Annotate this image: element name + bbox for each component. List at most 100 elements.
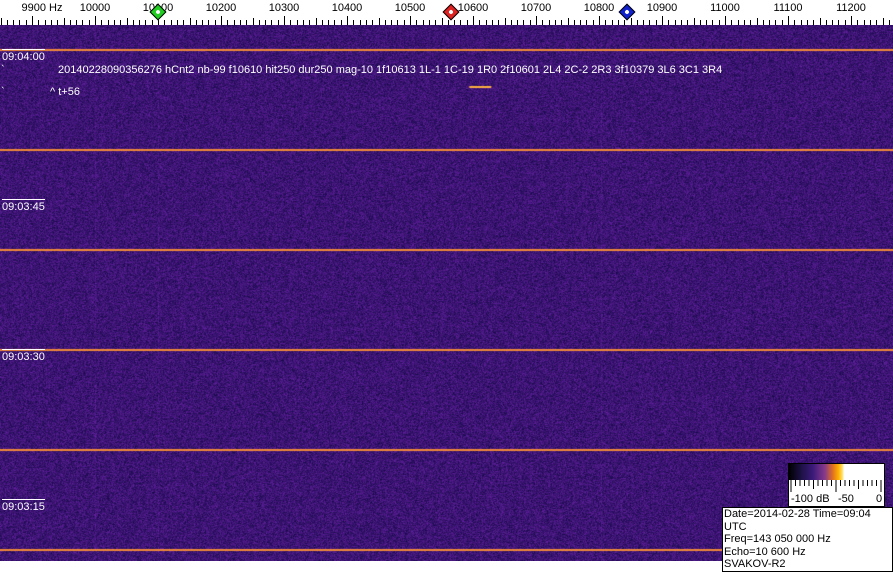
frequency-tick-label: 10200 <box>205 2 237 14</box>
frequency-tick-label: 11100 <box>773 2 803 14</box>
frequency-tick-label: 9900 Hz <box>21 2 63 14</box>
axis-tick <box>743 20 745 25</box>
axis-tick <box>428 20 430 25</box>
axis-tick <box>819 18 821 25</box>
time-tick-label: 09:03:30 <box>2 349 45 363</box>
time-tick-label: 09:03:15 <box>2 499 45 513</box>
frequency-tick-label: 10300 <box>268 2 300 14</box>
axis-tick <box>460 20 462 25</box>
axis-tick <box>202 20 204 25</box>
axis-tick <box>611 20 613 25</box>
axis-tick <box>605 20 607 25</box>
axis-tick <box>857 20 859 25</box>
axis-tick <box>422 20 424 25</box>
axis-tick <box>624 20 626 25</box>
info-echo: Echo=10 600 Hz <box>724 545 806 558</box>
axis-tick <box>806 20 808 25</box>
colorbar-ticks <box>790 480 882 492</box>
axis-tick <box>737 20 739 25</box>
axis-tick <box>769 20 771 25</box>
axis-tick <box>69 20 71 25</box>
axis-tick <box>189 18 191 25</box>
time-offset-annotation: ^ t+56 <box>50 86 80 98</box>
axis-tick <box>284 16 285 25</box>
axis-tick <box>485 20 487 25</box>
axis-tick <box>643 20 645 25</box>
axis-tick <box>57 20 59 25</box>
axis-tick <box>592 20 594 25</box>
axis-tick <box>208 20 210 25</box>
axis-tick <box>258 20 260 25</box>
axis-tick <box>466 20 468 25</box>
axis-tick <box>403 20 405 25</box>
colorbar-label-mid: -50 <box>838 493 854 505</box>
axis-tick <box>523 20 525 25</box>
axis-tick <box>548 20 550 25</box>
axis-tick <box>479 20 481 25</box>
axis-tick <box>756 18 758 25</box>
axis-tick <box>378 18 380 25</box>
frequency-axis: 9900 Hz100001010010200103001040010500106… <box>0 0 893 25</box>
axis-tick <box>95 16 96 25</box>
colorbar-gradient <box>789 464 884 480</box>
time-tick-label: 09:03:45 <box>2 199 45 213</box>
axis-tick <box>454 20 456 25</box>
axis-tick <box>844 20 846 25</box>
axis-tick <box>794 20 796 25</box>
axis-tick <box>183 20 185 25</box>
frequency-tick-label: 10600 <box>457 2 489 14</box>
axis-tick <box>529 20 531 25</box>
axis-tick <box>353 20 355 25</box>
info-date-time: Date=2014-02-28 Time=09:04 UTC <box>724 508 871 533</box>
colorbar-label-max: 0 <box>876 493 883 505</box>
axis-tick <box>233 20 235 25</box>
axis-tick <box>655 20 657 25</box>
axis-tick <box>139 20 141 25</box>
axis-tick <box>725 16 726 25</box>
axis-tick <box>19 20 21 25</box>
axis-tick <box>391 20 393 25</box>
colorbar: -100 dB -50 0 <box>788 463 885 507</box>
axis-tick <box>302 20 304 25</box>
axis-tick <box>687 20 689 25</box>
axis-tick <box>290 20 292 25</box>
axis-tick <box>170 20 172 25</box>
axis-tick <box>775 20 777 25</box>
axis-tick <box>13 20 15 25</box>
axis-tick <box>649 20 651 25</box>
axis-tick <box>888 20 890 25</box>
axis-tick <box>832 20 834 25</box>
frequency-tick-label: 11000 <box>710 2 740 14</box>
axis-tick <box>265 20 267 25</box>
time-tick-label: 09:04:00 <box>2 49 45 63</box>
axis-tick <box>668 20 670 25</box>
axis-tick <box>876 20 878 25</box>
axis-tick <box>0 18 2 25</box>
axis-tick <box>554 20 556 25</box>
axis-tick <box>32 16 33 25</box>
axis-tick <box>315 18 317 25</box>
spectrogram-waterfall[interactable] <box>0 25 893 561</box>
axis-tick <box>340 20 342 25</box>
axis-tick <box>158 16 159 25</box>
axis-tick <box>397 20 399 25</box>
axis-tick <box>145 20 147 25</box>
axis-tick <box>580 20 582 25</box>
annotation-tick: ` <box>1 86 5 98</box>
axis-tick <box>246 20 248 25</box>
axis-tick <box>517 20 519 25</box>
axis-tick <box>359 20 361 25</box>
axis-tick <box>662 16 663 25</box>
axis-tick <box>542 20 544 25</box>
axis-tick <box>567 18 569 25</box>
axis-tick <box>599 16 600 25</box>
axis-tick <box>221 16 222 25</box>
axis-tick <box>636 20 638 25</box>
axis-tick <box>573 20 575 25</box>
axis-tick <box>277 20 279 25</box>
axis-tick <box>680 20 682 25</box>
axis-tick <box>227 20 229 25</box>
frequency-marker[interactable] <box>618 3 636 21</box>
axis-tick <box>176 20 178 25</box>
axis-tick <box>82 20 84 25</box>
